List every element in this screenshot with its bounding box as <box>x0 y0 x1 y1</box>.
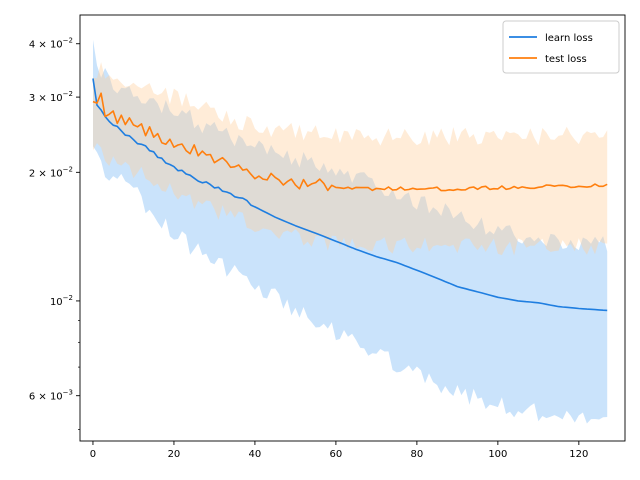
x-tick-label: 100 <box>488 449 507 460</box>
x-tick-label: 60 <box>330 449 343 460</box>
band-test-loss <box>93 62 608 256</box>
band-learn-loss <box>93 39 608 424</box>
axes: 0 20 40 60 80 100 120 6 × 10−3 10−2 2 × 10−2 3 × 1… <box>29 14 626 460</box>
y-tick-label: 10−2 <box>50 294 73 308</box>
x-tick-label: 0 <box>90 449 96 460</box>
line-learn-loss <box>92 78 608 312</box>
legend: learn loss test loss <box>502 20 620 74</box>
x-tick-label: 40 <box>249 449 262 460</box>
x-tick-label: 120 <box>569 449 588 460</box>
legend-label: test loss <box>545 54 587 65</box>
line-test-loss <box>92 92 608 192</box>
plot-frame <box>79 14 626 442</box>
y-tick-label: 3 × 10−2 <box>29 90 73 104</box>
legend-box <box>502 20 620 74</box>
x-tick-label: 20 <box>168 449 181 460</box>
x-tick-label: 80 <box>411 449 424 460</box>
legend-label: learn loss <box>545 33 593 44</box>
y-tick-label: 6 × 10−3 <box>29 389 73 403</box>
series-lines <box>92 78 608 312</box>
confidence-bands <box>93 39 608 424</box>
y-tick-label: 4 × 10−2 <box>29 37 73 51</box>
y-tick-label: 2 × 10−2 <box>29 165 73 179</box>
